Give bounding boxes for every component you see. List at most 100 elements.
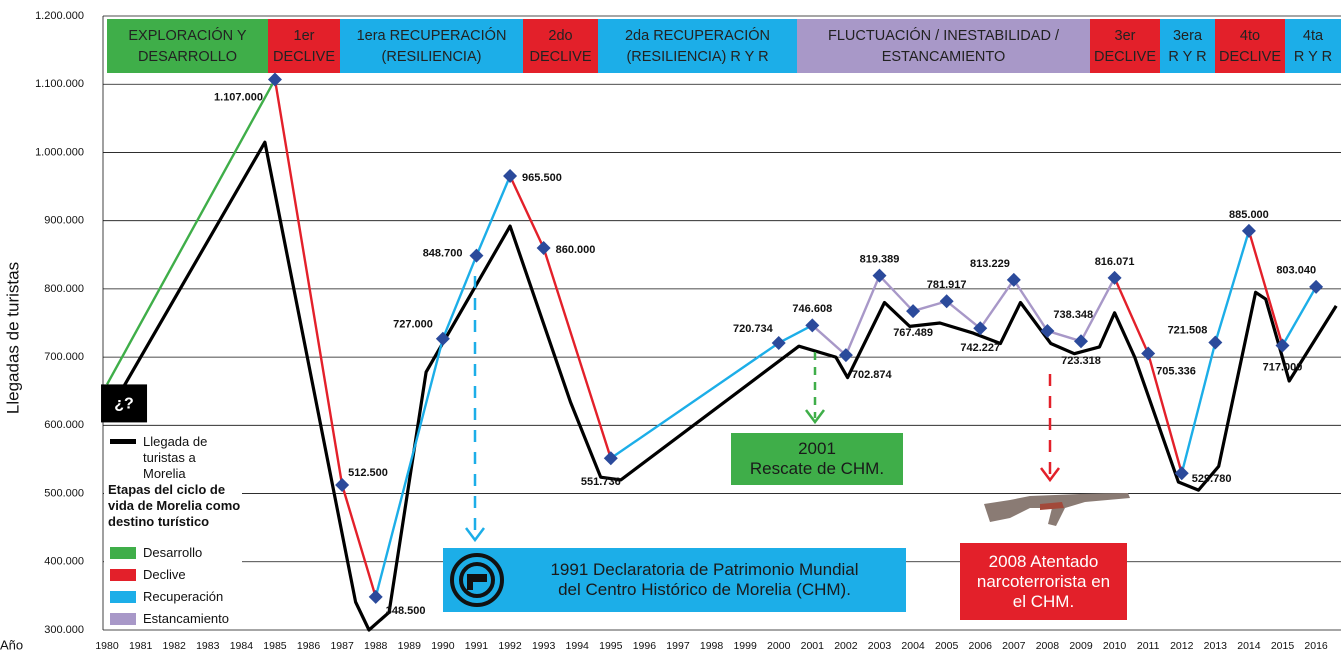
- value-label: 1.107.000: [214, 91, 263, 103]
- stage-segment: [1182, 342, 1216, 473]
- x-tick-label: 2008: [1036, 640, 1060, 652]
- marker: [604, 451, 618, 465]
- marker: [1309, 280, 1323, 294]
- value-label: 781.917: [927, 279, 967, 291]
- marker: [1074, 334, 1088, 348]
- x-tick-label: 2005: [935, 640, 959, 652]
- stage-segment: [779, 325, 813, 343]
- x-tick-label: 2016: [1304, 640, 1328, 652]
- value-label: 746.608: [792, 303, 832, 315]
- annotation-declaratoria: 1991 Declaratoria de Patrimonio Mundial …: [443, 548, 906, 612]
- x-tick-label: 2012: [1170, 640, 1194, 652]
- value-label: 702.874: [852, 369, 893, 381]
- x-tick-label: 1996: [633, 640, 657, 652]
- stage-label: 2da RECUPERACIÓN: [625, 27, 770, 44]
- stage-label: R Y R: [1294, 49, 1332, 65]
- x-tick-label: 2000: [767, 640, 791, 652]
- stage-segment: [1215, 231, 1249, 343]
- marker: [335, 478, 349, 492]
- x-tick-label: 1981: [129, 640, 153, 652]
- x-tick-label: 2006: [969, 640, 993, 652]
- marker: [1141, 346, 1155, 360]
- annotation-line: Rescate de CHM.: [750, 459, 884, 479]
- legend-item: Recuperación: [110, 589, 223, 604]
- marker: [1007, 273, 1021, 287]
- arrows: [466, 276, 1059, 540]
- stage-segment: [980, 280, 1014, 328]
- x-tick-label: 2013: [1204, 640, 1228, 652]
- legend-swatch: [110, 547, 136, 559]
- annotation-rescate: 2001 Rescate de CHM.: [731, 433, 903, 485]
- x-tick-label: 1994: [566, 640, 590, 652]
- y-tick-label: 1.100.000: [35, 78, 84, 90]
- x-tick-label: 1984: [230, 640, 254, 652]
- marker: [369, 590, 383, 604]
- x-tick-label: 1991: [465, 640, 489, 652]
- stage-label: 4to: [1240, 28, 1260, 44]
- value-label: 860.000: [556, 244, 596, 256]
- marker: [772, 336, 786, 350]
- x-tick-label: 2001: [801, 640, 825, 652]
- stage-label: 1era RECUPERACIÓN: [357, 27, 507, 44]
- rifle-icon: [984, 493, 1130, 526]
- y-tick-label: 800.000: [44, 283, 84, 295]
- x-tick-label: 2010: [1103, 640, 1127, 652]
- stage-segment: [342, 485, 376, 597]
- value-label: 512.500: [348, 467, 388, 479]
- legend-label: Declive: [143, 567, 186, 582]
- value-label: 885.000: [1229, 209, 1269, 221]
- legend-label: Llegada de turistas a Morelia: [143, 434, 235, 482]
- value-label: 727.000: [393, 319, 433, 331]
- x-tick-label: 1983: [196, 640, 220, 652]
- value-label: 705.336: [1156, 365, 1196, 377]
- value-label: 723.318: [1061, 355, 1101, 367]
- stage-label: DESARROLLO: [138, 49, 237, 65]
- legend-item: Declive: [110, 567, 186, 582]
- value-label: 717.000: [1263, 361, 1303, 373]
- x-tick-label: 2015: [1271, 640, 1295, 652]
- marker: [1208, 335, 1222, 349]
- x-tick-label: 1982: [163, 640, 187, 652]
- x-tick-label: 1989: [398, 640, 422, 652]
- x-tick-label: 2002: [834, 640, 858, 652]
- stage-segment: [846, 276, 880, 355]
- stage-label: (RESILIENCIA) R Y R: [626, 49, 768, 65]
- annotation-line: 2008 Atentado: [989, 552, 1099, 572]
- x-tick-label: 2003: [868, 640, 892, 652]
- annotation-line: del Centro Histórico de Morelia (CHM).: [558, 580, 851, 600]
- stage-label: 2do: [548, 28, 572, 44]
- value-label: 848.700: [423, 248, 463, 260]
- x-tick-label: 1980: [95, 640, 119, 652]
- annotation-line: 1991 Declaratoria de Patrimonio Mundial: [550, 560, 858, 580]
- marker: [1040, 324, 1054, 338]
- x-tick-label: 1992: [498, 640, 522, 652]
- stage-label: (RESILIENCIA): [382, 49, 482, 65]
- stage-segment: [1249, 231, 1283, 346]
- x-tick-label: 1985: [263, 640, 287, 652]
- value-label: 348.500: [386, 605, 426, 617]
- x-tick-label: 1995: [599, 640, 623, 652]
- y-axis-title: Llegadas de turistas: [3, 262, 22, 414]
- value-label: 803.040: [1276, 265, 1316, 277]
- value-label: 738.348: [1053, 309, 1093, 321]
- y-tick-label: 1.000.000: [35, 146, 84, 158]
- x-tick-label: 1997: [666, 640, 690, 652]
- y-tick-label: 500.000: [44, 487, 84, 499]
- value-label: 813.229: [970, 258, 1010, 270]
- y-tick-label: 700.000: [44, 351, 84, 363]
- unknown-label: ¿?: [114, 396, 134, 413]
- stage-segment: [1283, 287, 1317, 346]
- legend-item: Desarrollo: [110, 545, 202, 560]
- legend-swatch: [110, 613, 136, 625]
- value-label: 551.736: [581, 476, 621, 488]
- stage-label: 4ta: [1303, 28, 1324, 44]
- x-tick-label: 1999: [733, 640, 757, 652]
- stage-label: 3era: [1173, 28, 1203, 44]
- value-label: 767.489: [893, 327, 933, 339]
- stage-label: ESTANCAMIENTO: [882, 49, 1006, 65]
- stage-label: DECLIVE: [273, 49, 335, 65]
- legend-label: Estancamiento: [143, 611, 229, 626]
- x-tick-label: 2011: [1137, 640, 1160, 652]
- x-tick-label: 1986: [297, 640, 321, 652]
- annotation-line: el CHM.: [1013, 592, 1074, 612]
